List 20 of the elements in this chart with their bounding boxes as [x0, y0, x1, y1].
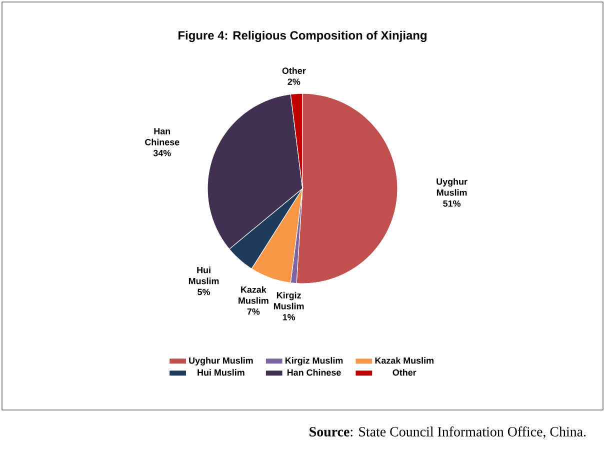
data-label: 2%: [288, 78, 300, 85]
data-label: 7%: [247, 308, 260, 315]
slice-label: Other: [282, 67, 306, 74]
data-label: 34%: [153, 150, 171, 156]
text: Source: State Council Information Office, China.: [310, 426, 586, 438]
legend-label: Uyghur Muslim: [189, 357, 253, 366]
slice-label: Kirgiz Muslim: [274, 292, 304, 310]
legend-label: Han Chinese: [287, 369, 341, 376]
data-label: 51%: [443, 200, 461, 207]
slice-label: Hui Muslim: [188, 266, 219, 284]
data-label: 1%: [282, 314, 296, 320]
legend-label: Other: [392, 369, 416, 376]
slice-label: Kazak Muslim: [238, 286, 268, 304]
legend-label: Hui Muslim: [198, 369, 244, 376]
slice-label: Han Chinese: [145, 128, 180, 146]
legend-label: Kazak Muslim: [375, 357, 434, 364]
slice-label: Uyghur Muslim: [436, 178, 468, 196]
data-label: 5%: [198, 288, 210, 296]
chart-title: Figure 4: Religious Composition of Xinjiang: [178, 30, 426, 42]
legend-label: Kirgiz Muslim: [285, 357, 343, 366]
